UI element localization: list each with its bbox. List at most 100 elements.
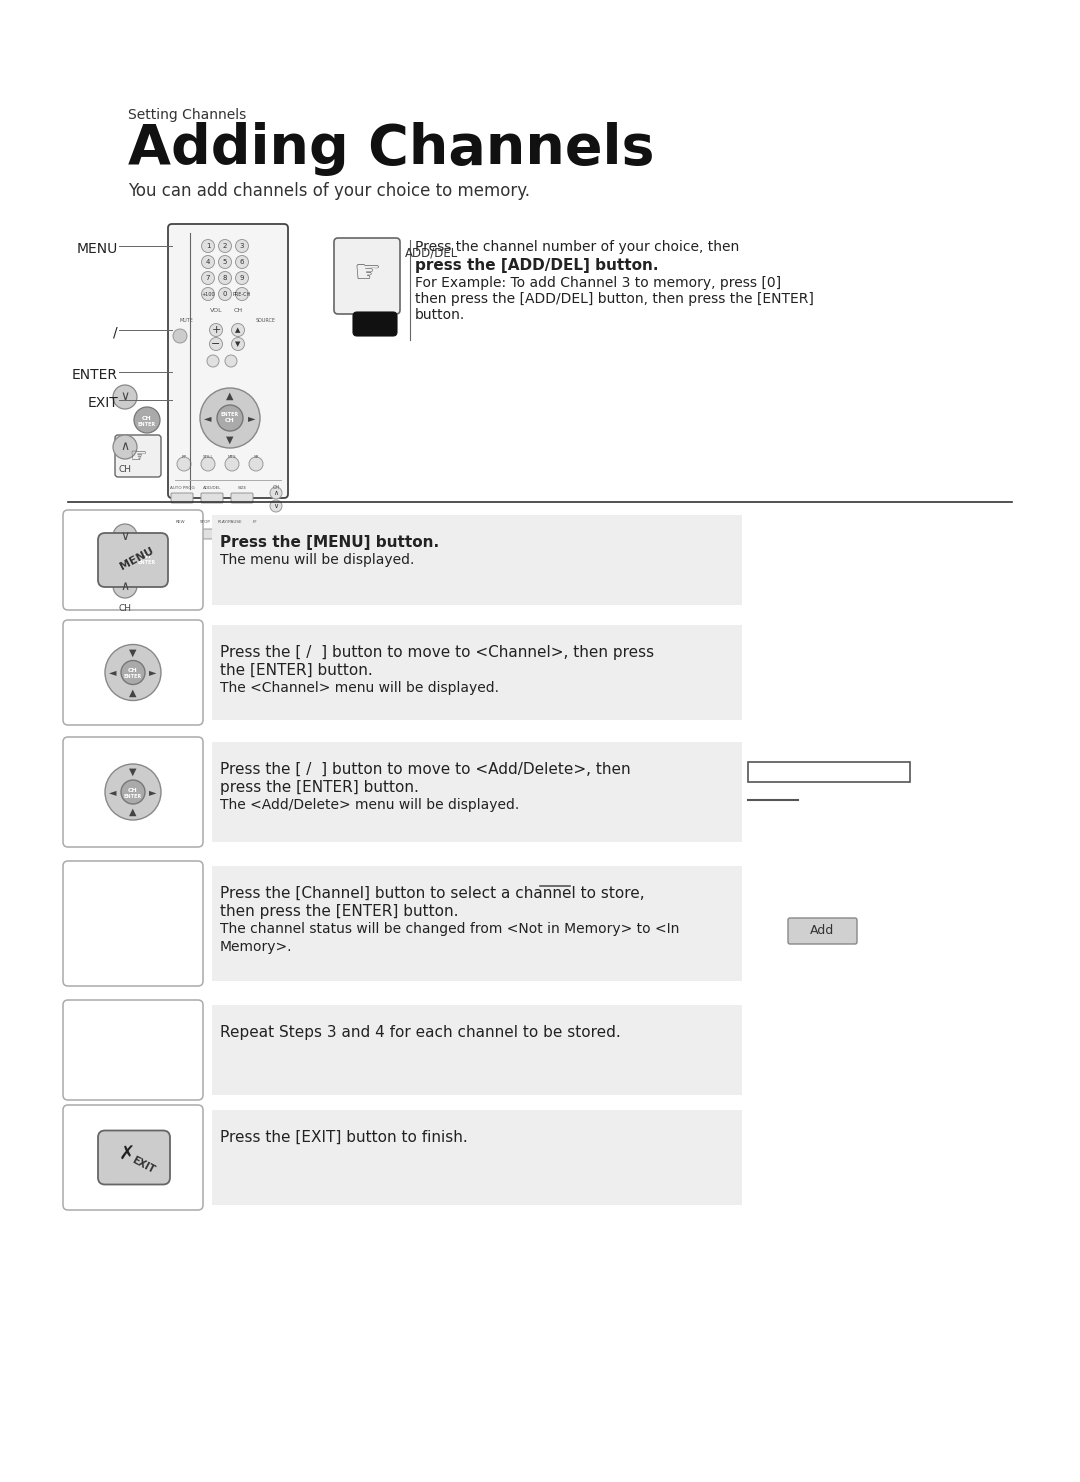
Text: 9: 9	[240, 276, 244, 282]
Circle shape	[202, 271, 215, 285]
Circle shape	[134, 545, 160, 572]
Text: CH: CH	[119, 465, 132, 474]
Text: VOL: VOL	[210, 308, 222, 313]
Circle shape	[202, 240, 215, 252]
Text: REW: REW	[175, 520, 185, 525]
Text: EXIT: EXIT	[130, 1156, 157, 1175]
Circle shape	[225, 356, 237, 368]
Text: ∧: ∧	[273, 491, 279, 496]
FancyBboxPatch shape	[98, 1131, 170, 1184]
Circle shape	[218, 240, 231, 252]
Text: press the [ENTER] button.: press the [ENTER] button.	[220, 780, 419, 794]
Text: AUTO PROG: AUTO PROG	[170, 486, 194, 491]
Text: CH: CH	[272, 485, 280, 491]
Text: SIZE: SIZE	[238, 486, 246, 491]
Text: The <Add/Delete> menu will be displayed.: The <Add/Delete> menu will be displayed.	[220, 797, 519, 812]
Circle shape	[113, 436, 137, 459]
Text: Press the channel number of your choice, then: Press the channel number of your choice,…	[415, 240, 739, 253]
Text: CH: CH	[225, 418, 234, 422]
Text: ADD/DEL: ADD/DEL	[203, 486, 221, 491]
Text: Repeat Steps 3 and 4 for each channel to be stored.: Repeat Steps 3 and 4 for each channel to…	[220, 1026, 621, 1040]
Circle shape	[270, 499, 282, 511]
Text: 1: 1	[206, 243, 211, 249]
Circle shape	[231, 338, 244, 351]
FancyBboxPatch shape	[63, 1000, 203, 1100]
Text: +100: +100	[201, 292, 215, 296]
Text: ◄: ◄	[109, 667, 117, 677]
Text: 4: 4	[206, 259, 211, 265]
Circle shape	[231, 323, 244, 336]
Text: ENTER: ENTER	[221, 412, 239, 416]
Circle shape	[134, 408, 160, 433]
Circle shape	[235, 240, 248, 252]
Text: press the [ADD/DEL] button.: press the [ADD/DEL] button.	[415, 258, 659, 273]
Circle shape	[113, 385, 137, 409]
FancyBboxPatch shape	[63, 510, 203, 611]
Text: ▲: ▲	[130, 808, 137, 817]
Text: FF: FF	[253, 520, 257, 525]
Circle shape	[173, 329, 187, 342]
Text: 2: 2	[222, 243, 227, 249]
FancyBboxPatch shape	[212, 625, 742, 720]
Text: PLAY/PAUSE: PLAY/PAUSE	[218, 520, 242, 525]
Text: Press the [Channel] button to select a channel to store,: Press the [Channel] button to select a c…	[220, 886, 645, 901]
FancyBboxPatch shape	[63, 737, 203, 848]
Text: 3: 3	[240, 243, 244, 249]
Text: +: +	[212, 325, 220, 335]
Text: ►: ►	[149, 667, 157, 677]
Circle shape	[218, 255, 231, 268]
Text: Press the [MENU] button.: Press the [MENU] button.	[220, 535, 440, 550]
FancyBboxPatch shape	[788, 917, 858, 944]
FancyBboxPatch shape	[171, 494, 193, 502]
Text: ▼: ▼	[130, 768, 137, 777]
Circle shape	[225, 456, 239, 471]
Text: ▼: ▼	[226, 436, 233, 445]
Text: ∧: ∧	[121, 579, 130, 593]
Circle shape	[270, 488, 282, 499]
Text: the [ENTER] button.: the [ENTER] button.	[220, 662, 373, 677]
Text: SOURCE: SOURCE	[256, 319, 276, 323]
Text: For Example: To add Channel 3 to memory, press [0]: For Example: To add Channel 3 to memory,…	[415, 276, 781, 290]
Text: Press the [ /  ] button to move to <Add/Delete>, then: Press the [ / ] button to move to <Add/D…	[220, 762, 631, 777]
Circle shape	[202, 288, 215, 301]
Circle shape	[207, 356, 219, 368]
Text: Memory>.: Memory>.	[220, 940, 293, 954]
FancyBboxPatch shape	[212, 516, 742, 605]
FancyBboxPatch shape	[194, 529, 214, 539]
Text: MENU: MENU	[77, 242, 118, 256]
Text: ENTER: ENTER	[72, 368, 118, 382]
Text: 5: 5	[222, 259, 227, 265]
FancyBboxPatch shape	[353, 313, 397, 336]
Text: ▲: ▲	[235, 328, 241, 333]
Text: ☞: ☞	[130, 446, 147, 465]
Circle shape	[210, 338, 222, 351]
Text: PP: PP	[181, 455, 187, 459]
Text: The <Channel> menu will be displayed.: The <Channel> menu will be displayed.	[220, 682, 499, 695]
Circle shape	[218, 271, 231, 285]
FancyBboxPatch shape	[114, 436, 161, 477]
Text: ◄: ◄	[204, 413, 212, 422]
FancyBboxPatch shape	[219, 529, 239, 539]
Text: 6: 6	[240, 259, 244, 265]
Text: STOP: STOP	[200, 520, 211, 525]
FancyBboxPatch shape	[212, 1005, 742, 1095]
Circle shape	[202, 255, 215, 268]
Text: 8: 8	[222, 276, 227, 282]
Text: then press the [ENTER] button.: then press the [ENTER] button.	[220, 904, 459, 919]
FancyBboxPatch shape	[168, 224, 288, 498]
Text: −: −	[212, 339, 220, 348]
Text: SR: SR	[253, 455, 259, 459]
Text: CH: CH	[129, 668, 138, 673]
Text: CH: CH	[129, 787, 138, 793]
Circle shape	[121, 780, 145, 805]
Text: ✗: ✗	[119, 1146, 135, 1163]
Text: STILL: STILL	[203, 455, 214, 459]
Text: ENTER: ENTER	[124, 674, 143, 679]
Text: /: /	[113, 326, 118, 339]
Circle shape	[249, 456, 264, 471]
Text: The channel status will be changed from <Not in Memory> to <In: The channel status will be changed from …	[220, 922, 679, 937]
Text: ☞: ☞	[353, 259, 380, 289]
Circle shape	[177, 456, 191, 471]
FancyBboxPatch shape	[98, 534, 168, 587]
Text: ENTER: ENTER	[138, 560, 157, 566]
